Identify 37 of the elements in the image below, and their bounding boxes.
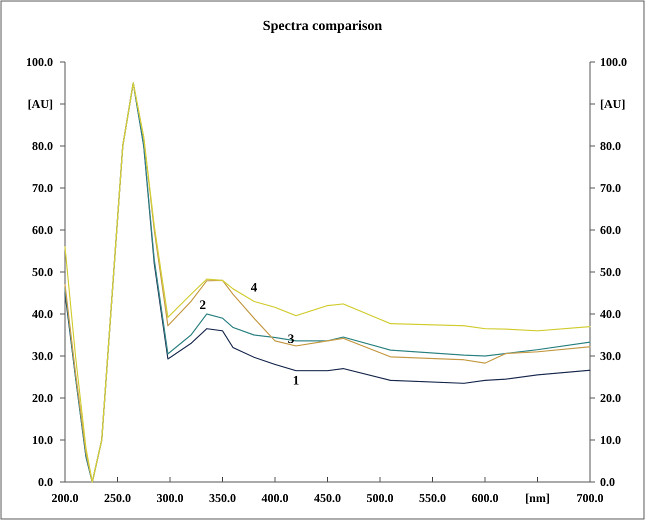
y2-tick-label: 70.0 bbox=[600, 181, 621, 195]
y2-tick-label: 20.0 bbox=[600, 391, 621, 405]
x-tick-label: 700.0 bbox=[576, 491, 604, 505]
y-tick-label: 100.0 bbox=[26, 55, 53, 69]
y-tick-label: 70.0 bbox=[32, 181, 53, 195]
y2-tick-label: 80.0 bbox=[600, 139, 621, 153]
x-tick-label: 350.0 bbox=[209, 491, 236, 505]
y-tick-label: 60.0 bbox=[32, 223, 53, 237]
x-tick-label: 550.0 bbox=[419, 491, 446, 505]
y-tick-label: 30.0 bbox=[32, 349, 53, 363]
x-tick-label: [nm] bbox=[525, 491, 550, 505]
series-label: 2 bbox=[200, 297, 206, 312]
y2-tick-label: 0.0 bbox=[600, 475, 615, 489]
series-label: 1 bbox=[292, 372, 300, 388]
series-label: 4 bbox=[250, 279, 258, 294]
x-tick-label: 500.0 bbox=[366, 491, 394, 505]
y-tick-label: 50.0 bbox=[32, 265, 53, 279]
x-tick-label: 450.0 bbox=[314, 491, 341, 505]
y2-tick-label: [AU] bbox=[600, 97, 626, 111]
y-tick-label: 0.0 bbox=[38, 475, 53, 489]
y-tick-label: 10.0 bbox=[32, 433, 53, 447]
y2-tick-label: 50.0 bbox=[600, 265, 621, 279]
y2-tick-label: 60.0 bbox=[600, 223, 621, 237]
y2-tick-label: 40.0 bbox=[600, 307, 621, 321]
x-tick-label: 250.0 bbox=[104, 491, 131, 505]
y-tick-label: 80.0 bbox=[32, 139, 53, 153]
y-tick-label: [AU] bbox=[28, 97, 53, 111]
y2-tick-label: 100.0 bbox=[600, 55, 627, 69]
x-tick-label: 200.0 bbox=[52, 491, 78, 505]
x-tick-label: 400.0 bbox=[262, 491, 288, 505]
y2-tick-label: 30.0 bbox=[600, 349, 621, 363]
y2-tick-label: 10.0 bbox=[600, 433, 621, 447]
x-tick-label: 600.0 bbox=[472, 491, 498, 505]
y-tick-label: 20.0 bbox=[32, 391, 53, 405]
chart-title: Spectra comparison bbox=[262, 19, 382, 34]
x-tick-label: 300.0 bbox=[156, 491, 184, 505]
y-tick-label: 40.0 bbox=[32, 307, 53, 321]
